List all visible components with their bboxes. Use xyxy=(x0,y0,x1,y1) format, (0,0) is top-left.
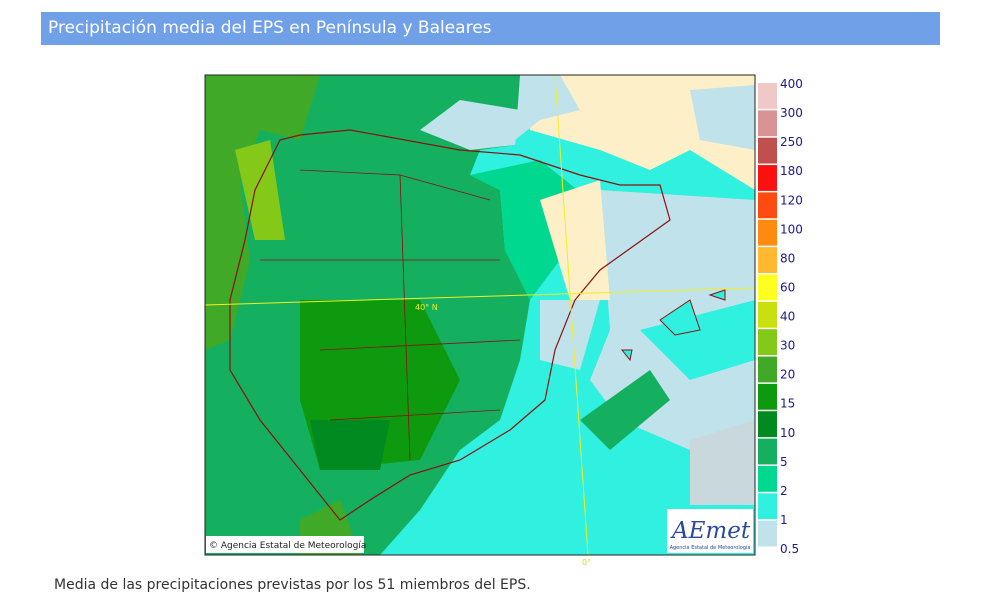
legend-swatch xyxy=(758,493,777,520)
legend-swatch xyxy=(758,383,777,410)
legend-swatch xyxy=(758,438,777,465)
map-figure: 40° N 0° © Agencia Estatal de Meteorolog… xyxy=(204,74,803,567)
legend-swatch xyxy=(758,301,777,328)
copyright-box xyxy=(206,536,364,553)
logo-subtitle: Agencia Estatal de Meteorología xyxy=(670,544,751,551)
legend-label: 2 xyxy=(780,484,788,498)
legend-label: 250 xyxy=(780,135,803,149)
lat-label: 40° N xyxy=(415,303,438,312)
copyright: © Agencia Estatal de Meteorología xyxy=(209,541,366,551)
logo-box xyxy=(667,509,753,553)
legend-label: 30 xyxy=(780,339,795,353)
legend-label: 180 xyxy=(780,164,803,178)
legend-swatch xyxy=(758,520,777,547)
legend-swatch xyxy=(758,329,777,356)
legend-swatch xyxy=(758,110,777,137)
legend-label: 15 xyxy=(780,397,795,411)
legend-label: 40 xyxy=(780,310,795,324)
legend: 400 300 250 180 120 100 80 60 40 30 20 15 10 5 2 1 0.5 xyxy=(758,77,803,556)
legend-swatch xyxy=(758,247,777,273)
legend-label: 300 xyxy=(780,106,803,120)
legend-label: 5 xyxy=(780,455,788,469)
legend-label: 20 xyxy=(780,368,795,382)
legend-swatch xyxy=(758,411,777,438)
legend-label: 80 xyxy=(780,251,795,265)
header-title: Precipitación media del EPS en Península… xyxy=(41,12,940,45)
legend-swatch xyxy=(758,83,777,109)
legend-swatch xyxy=(758,356,777,383)
legend-label: 100 xyxy=(780,222,803,236)
legend-swatch xyxy=(758,165,777,191)
map xyxy=(205,75,755,555)
legend-swatch xyxy=(758,192,777,219)
legend-swatch xyxy=(758,137,777,164)
legend-swatch xyxy=(758,465,777,492)
legend-label: 400 xyxy=(780,77,803,91)
legend-label: 60 xyxy=(780,280,795,294)
legend-label: 120 xyxy=(780,193,803,207)
caption: Media de las precipitaciones previstas p… xyxy=(54,577,531,593)
lon-label: 0° xyxy=(582,558,591,567)
legend-swatch xyxy=(758,219,777,246)
legend-label: 1 xyxy=(780,513,788,527)
logo: AEmet xyxy=(670,518,751,544)
legend-label: 0.5 xyxy=(780,542,799,556)
legend-swatch xyxy=(758,274,777,301)
legend-label: 10 xyxy=(780,426,795,440)
